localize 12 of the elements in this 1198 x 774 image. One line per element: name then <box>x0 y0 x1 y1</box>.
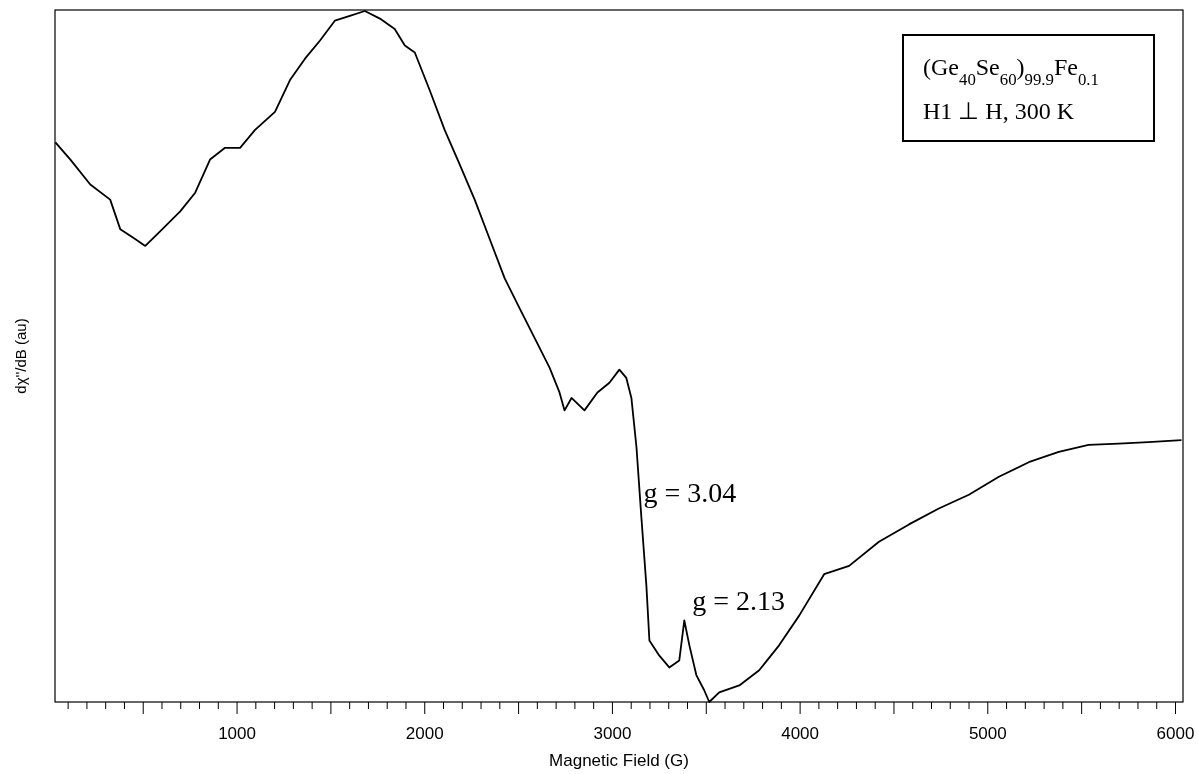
x-tick-label: 1000 <box>218 724 256 743</box>
x-tick-label: 4000 <box>781 724 820 743</box>
annotation: H1 ⊥ H, 300 K <box>923 98 1075 124</box>
annotation: g = 3.04 <box>643 476 737 508</box>
x-axis-title: Magnetic Field (G) <box>549 751 689 770</box>
x-tick-label: 5000 <box>968 724 1007 743</box>
annotation: (Ge$_{40}$Se$_{60}$)$_{99.9}$Fe$_{0.1}$ <box>923 54 1099 89</box>
x-tick-label: 6000 <box>1156 724 1195 743</box>
annotation: g = 2.13 <box>692 585 786 617</box>
x-tick-label: 3000 <box>593 724 632 743</box>
x-tick-label: 2000 <box>405 724 444 743</box>
y-axis-title: dχ''/dB (au) <box>12 318 29 394</box>
